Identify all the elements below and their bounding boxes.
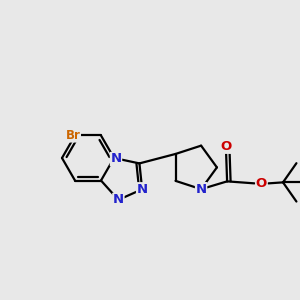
Text: Br: Br	[66, 129, 80, 142]
Text: O: O	[220, 140, 232, 153]
Text: N: N	[110, 152, 122, 166]
Text: N: N	[113, 193, 124, 206]
Text: O: O	[256, 177, 267, 190]
Text: N: N	[136, 183, 148, 196]
Text: N: N	[196, 183, 207, 196]
